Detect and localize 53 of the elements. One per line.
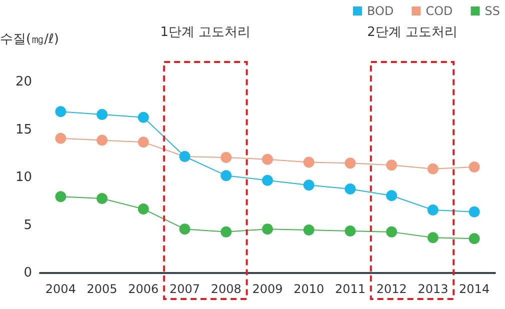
point — [344, 158, 356, 169]
point — [55, 191, 66, 202]
x-tick-label: 2004 — [45, 282, 76, 296]
y-axis-title: 수질(㎎/ℓ) — [0, 32, 59, 47]
x-tick-label: 2011 — [334, 282, 366, 296]
point — [179, 224, 190, 235]
point — [262, 154, 273, 165]
y-tick-label: 20 — [15, 74, 32, 90]
point — [468, 233, 480, 244]
legend-label: BOD — [366, 4, 394, 18]
y-tick-label: 0 — [24, 266, 32, 280]
point — [138, 136, 149, 148]
point — [96, 134, 108, 146]
x-tick-label: 2009 — [252, 282, 283, 296]
point — [55, 132, 66, 144]
point — [386, 226, 398, 238]
point — [344, 225, 356, 236]
x-tick-label: 2010 — [294, 282, 324, 296]
y-tick-label: 10 — [15, 170, 32, 185]
point — [468, 162, 480, 172]
x-tick-label: 2014 — [459, 282, 490, 296]
point — [220, 226, 232, 238]
point — [427, 232, 438, 244]
point — [262, 174, 273, 186]
point — [138, 112, 149, 123]
point — [468, 206, 480, 218]
point — [344, 183, 356, 194]
point — [427, 204, 438, 216]
point — [386, 160, 398, 171]
point — [427, 163, 438, 174]
legend-label: COD — [426, 4, 453, 18]
point — [96, 193, 108, 204]
point — [303, 224, 314, 236]
x-tick-label: 2012 — [376, 282, 407, 296]
point — [303, 180, 314, 191]
y-tick-label: 5 — [24, 218, 32, 233]
x-tick-label: 2006 — [128, 282, 159, 296]
point — [303, 156, 314, 168]
legend-label: SS — [484, 4, 500, 18]
point — [55, 106, 66, 118]
point — [138, 204, 149, 215]
point — [96, 108, 108, 120]
x-tick-label: 2013 — [418, 282, 448, 296]
point — [220, 170, 232, 182]
band-label: 2단계 고도처리 — [367, 25, 458, 40]
x-tick-label: 2005 — [86, 282, 118, 296]
point — [220, 152, 232, 163]
point — [262, 224, 273, 235]
x-tick-label: 2008 — [210, 282, 242, 296]
band-label: 1단계 고도처리 — [160, 25, 251, 40]
point — [386, 190, 398, 202]
y-tick-label: 15 — [15, 122, 32, 138]
x-tick-label: 2007 — [170, 282, 200, 296]
